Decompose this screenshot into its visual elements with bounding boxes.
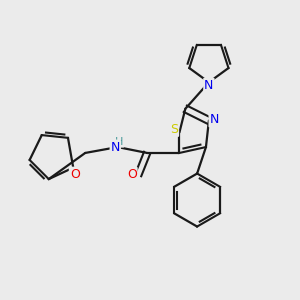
Text: O: O bbox=[127, 168, 137, 181]
Text: H: H bbox=[115, 137, 123, 147]
Text: N: N bbox=[209, 113, 219, 127]
Text: O: O bbox=[70, 168, 80, 181]
Text: N: N bbox=[204, 79, 214, 92]
Text: N: N bbox=[111, 141, 120, 154]
Text: S: S bbox=[170, 123, 178, 136]
